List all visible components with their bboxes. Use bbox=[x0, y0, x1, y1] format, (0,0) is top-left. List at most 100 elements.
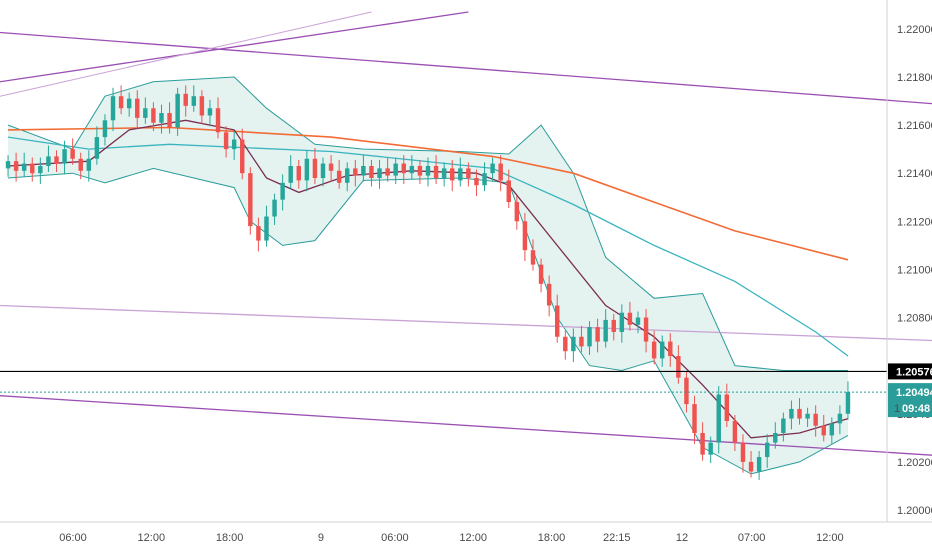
candle[interactable] bbox=[248, 167, 253, 235]
candle[interactable] bbox=[183, 85, 188, 117]
candle[interactable] bbox=[579, 325, 584, 353]
candle[interactable] bbox=[587, 321, 592, 355]
candle[interactable] bbox=[425, 157, 431, 187]
candle[interactable] bbox=[837, 405, 843, 435]
candle[interactable] bbox=[603, 309, 608, 348]
candle[interactable] bbox=[159, 104, 164, 134]
candle[interactable] bbox=[296, 159, 302, 189]
candle[interactable] bbox=[563, 330, 568, 360]
candle[interactable] bbox=[611, 313, 616, 341]
candle[interactable] bbox=[651, 330, 657, 365]
candle[interactable] bbox=[595, 318, 600, 353]
candle[interactable] bbox=[312, 147, 318, 185]
candle[interactable] bbox=[320, 157, 326, 187]
candle[interactable] bbox=[781, 412, 786, 442]
candle[interactable] bbox=[514, 196, 520, 230]
candle[interactable] bbox=[110, 87, 116, 132]
candle-layer[interactable] bbox=[5, 85, 851, 480]
candle[interactable] bbox=[231, 131, 237, 160]
candle[interactable] bbox=[433, 155, 439, 185]
channel-upper-line[interactable] bbox=[0, 31, 932, 105]
candle[interactable] bbox=[474, 169, 479, 197]
candle[interactable] bbox=[490, 157, 495, 182]
candle[interactable] bbox=[684, 371, 689, 413]
candle[interactable] bbox=[280, 174, 285, 211]
candle[interactable] bbox=[70, 138, 75, 165]
candle[interactable] bbox=[345, 162, 350, 192]
candle[interactable] bbox=[126, 92, 132, 117]
candle[interactable] bbox=[38, 157, 43, 185]
candle[interactable] bbox=[668, 333, 673, 367]
candle[interactable] bbox=[764, 434, 770, 468]
channel-middle-line[interactable] bbox=[0, 304, 932, 342]
candle[interactable] bbox=[21, 152, 27, 177]
candle[interactable] bbox=[135, 90, 140, 129]
candle[interactable] bbox=[86, 150, 92, 182]
candle[interactable] bbox=[151, 102, 156, 132]
candle[interactable] bbox=[207, 99, 213, 127]
candle[interactable] bbox=[538, 258, 544, 293]
candle[interactable] bbox=[635, 311, 641, 334]
candle[interactable] bbox=[46, 145, 51, 172]
candle[interactable] bbox=[692, 395, 697, 444]
candle[interactable] bbox=[482, 162, 487, 192]
candle[interactable] bbox=[353, 159, 358, 187]
candle[interactable] bbox=[409, 155, 415, 180]
candle[interactable] bbox=[450, 159, 455, 192]
candle[interactable] bbox=[385, 157, 390, 182]
candle[interactable] bbox=[458, 157, 463, 187]
candle[interactable] bbox=[797, 398, 802, 425]
candle[interactable] bbox=[530, 239, 536, 271]
candle[interactable] bbox=[748, 451, 754, 478]
candle[interactable] bbox=[740, 434, 746, 473]
time-axis[interactable]: 06:00 12:00 18:00 9 06:00 12:00 18:00 22:15 12 07… bbox=[59, 532, 843, 544]
candle[interactable] bbox=[336, 159, 342, 189]
candle[interactable] bbox=[659, 335, 665, 367]
candle[interactable] bbox=[393, 157, 398, 185]
candle[interactable] bbox=[264, 205, 269, 247]
candle[interactable] bbox=[676, 345, 681, 384]
candle[interactable] bbox=[328, 155, 334, 182]
candle[interactable] bbox=[5, 155, 11, 177]
candle[interactable] bbox=[417, 159, 423, 185]
candle[interactable] bbox=[223, 126, 229, 158]
candle[interactable] bbox=[30, 157, 35, 182]
candle[interactable] bbox=[643, 309, 649, 353]
candle[interactable] bbox=[813, 405, 818, 437]
candle[interactable] bbox=[522, 212, 528, 261]
candle[interactable] bbox=[716, 386, 721, 454]
candle[interactable] bbox=[199, 90, 205, 124]
candle[interactable] bbox=[256, 217, 261, 252]
channel-steep-line[interactable] bbox=[0, 11, 469, 83]
candle[interactable] bbox=[732, 414, 738, 452]
candle[interactable] bbox=[700, 422, 705, 461]
candle[interactable] bbox=[191, 85, 197, 112]
candle[interactable] bbox=[369, 159, 374, 187]
candle[interactable] bbox=[554, 294, 560, 343]
channel-steep-light-line[interactable] bbox=[0, 11, 372, 97]
candle[interactable] bbox=[240, 128, 245, 180]
candle[interactable] bbox=[272, 193, 277, 225]
candle[interactable] bbox=[498, 155, 503, 192]
candle[interactable] bbox=[773, 422, 778, 449]
channel-lower-line[interactable] bbox=[0, 395, 932, 457]
candle[interactable] bbox=[829, 417, 835, 444]
candle[interactable] bbox=[805, 407, 810, 427]
candle[interactable] bbox=[361, 155, 366, 182]
candle[interactable] bbox=[627, 301, 633, 331]
candle[interactable] bbox=[288, 155, 293, 189]
candle[interactable] bbox=[54, 150, 59, 172]
candle[interactable] bbox=[708, 436, 713, 464]
candle[interactable] bbox=[845, 381, 851, 420]
candle[interactable] bbox=[175, 87, 180, 136]
candle[interactable] bbox=[789, 400, 794, 430]
candle[interactable] bbox=[401, 155, 406, 185]
candle[interactable] bbox=[441, 162, 447, 187]
candle[interactable] bbox=[821, 414, 826, 442]
candle[interactable] bbox=[78, 152, 83, 180]
candle[interactable] bbox=[143, 97, 148, 124]
candle[interactable] bbox=[571, 328, 576, 363]
candle[interactable] bbox=[13, 152, 19, 182]
candle[interactable] bbox=[546, 275, 552, 317]
